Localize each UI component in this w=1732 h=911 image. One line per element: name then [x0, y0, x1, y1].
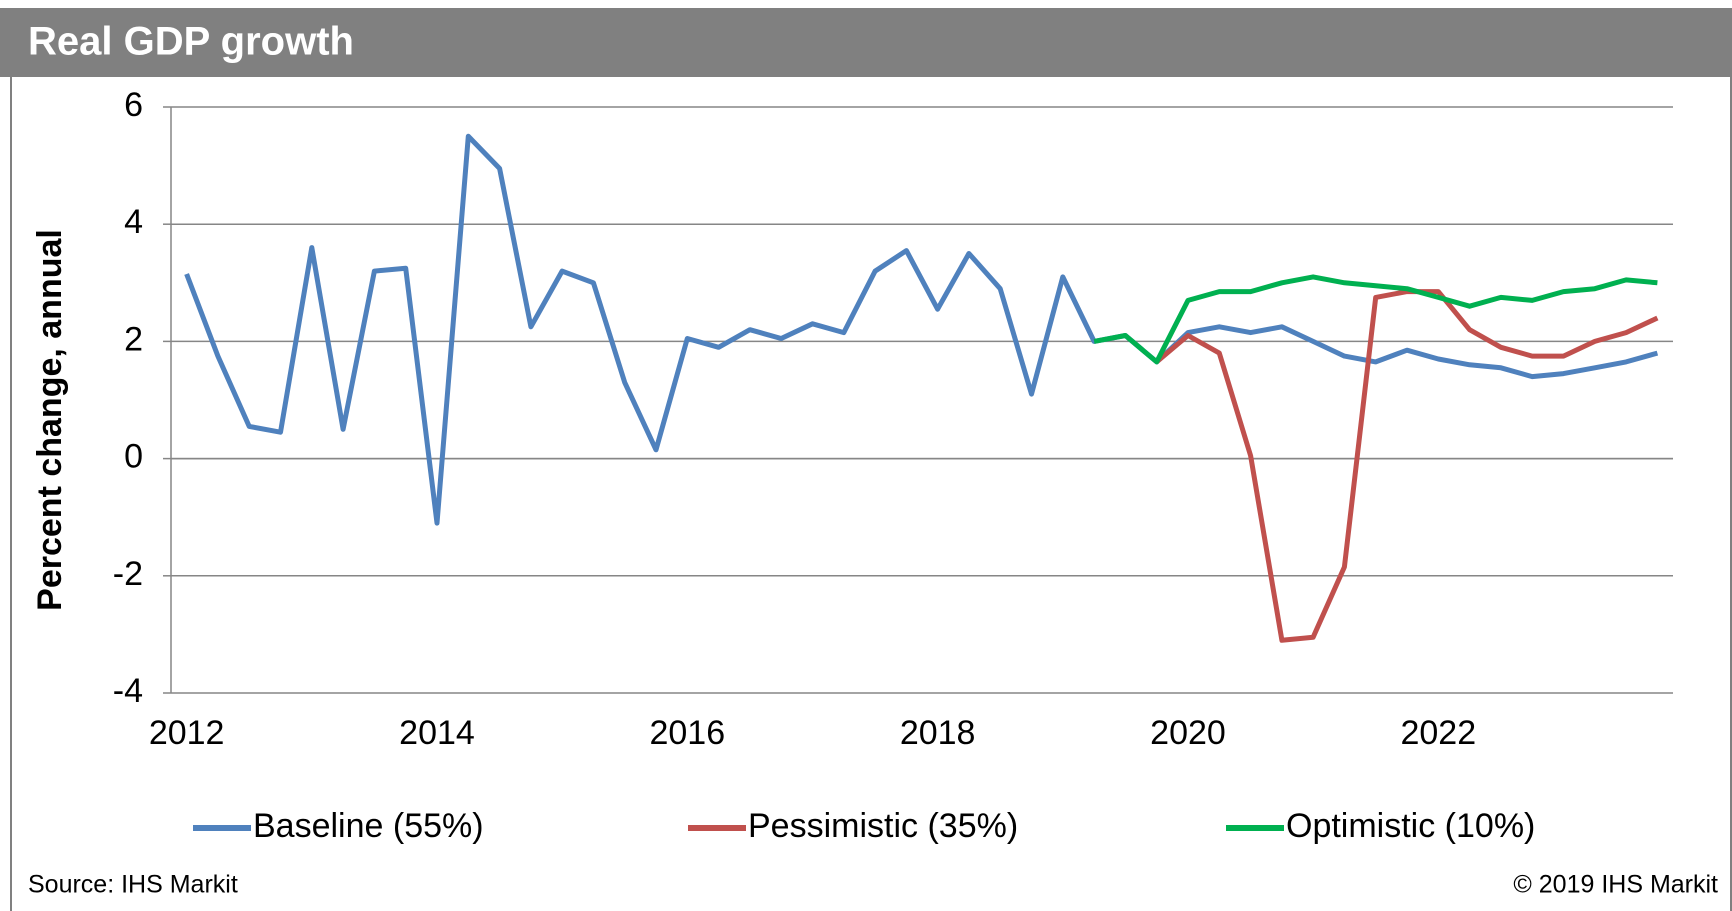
y-tick-label: 0 [124, 438, 143, 476]
title-bar [0, 8, 1732, 77]
chart-title: Real GDP growth [28, 20, 354, 64]
x-tick-label: 2018 [900, 714, 976, 752]
legend-label: Baseline (55%) [253, 807, 484, 845]
copyright: © 2019 IHS Markit [1513, 871, 1718, 899]
series-line [1093, 274, 1658, 365]
x-tick-label: 2016 [649, 714, 725, 752]
x-tick-label: 2012 [149, 714, 225, 752]
x-tick-label: 2014 [399, 714, 475, 752]
y-tick-label: -4 [113, 672, 143, 710]
series-line [184, 133, 1659, 526]
y-axis-label: Percent change, annual [31, 229, 69, 611]
y-tick-label: 4 [124, 203, 143, 241]
series-line [1155, 289, 1659, 643]
legend-label: Pessimistic (35%) [748, 807, 1018, 845]
x-tick-label: 2022 [1400, 714, 1476, 752]
y-tick-label: -2 [113, 555, 143, 593]
legend-label: Optimistic (10%) [1286, 807, 1535, 845]
y-tick-label: 6 [124, 86, 143, 124]
source: Source: IHS Markit [28, 871, 238, 899]
x-tick-label: 2020 [1150, 714, 1226, 752]
y-tick-label: 2 [124, 320, 143, 358]
